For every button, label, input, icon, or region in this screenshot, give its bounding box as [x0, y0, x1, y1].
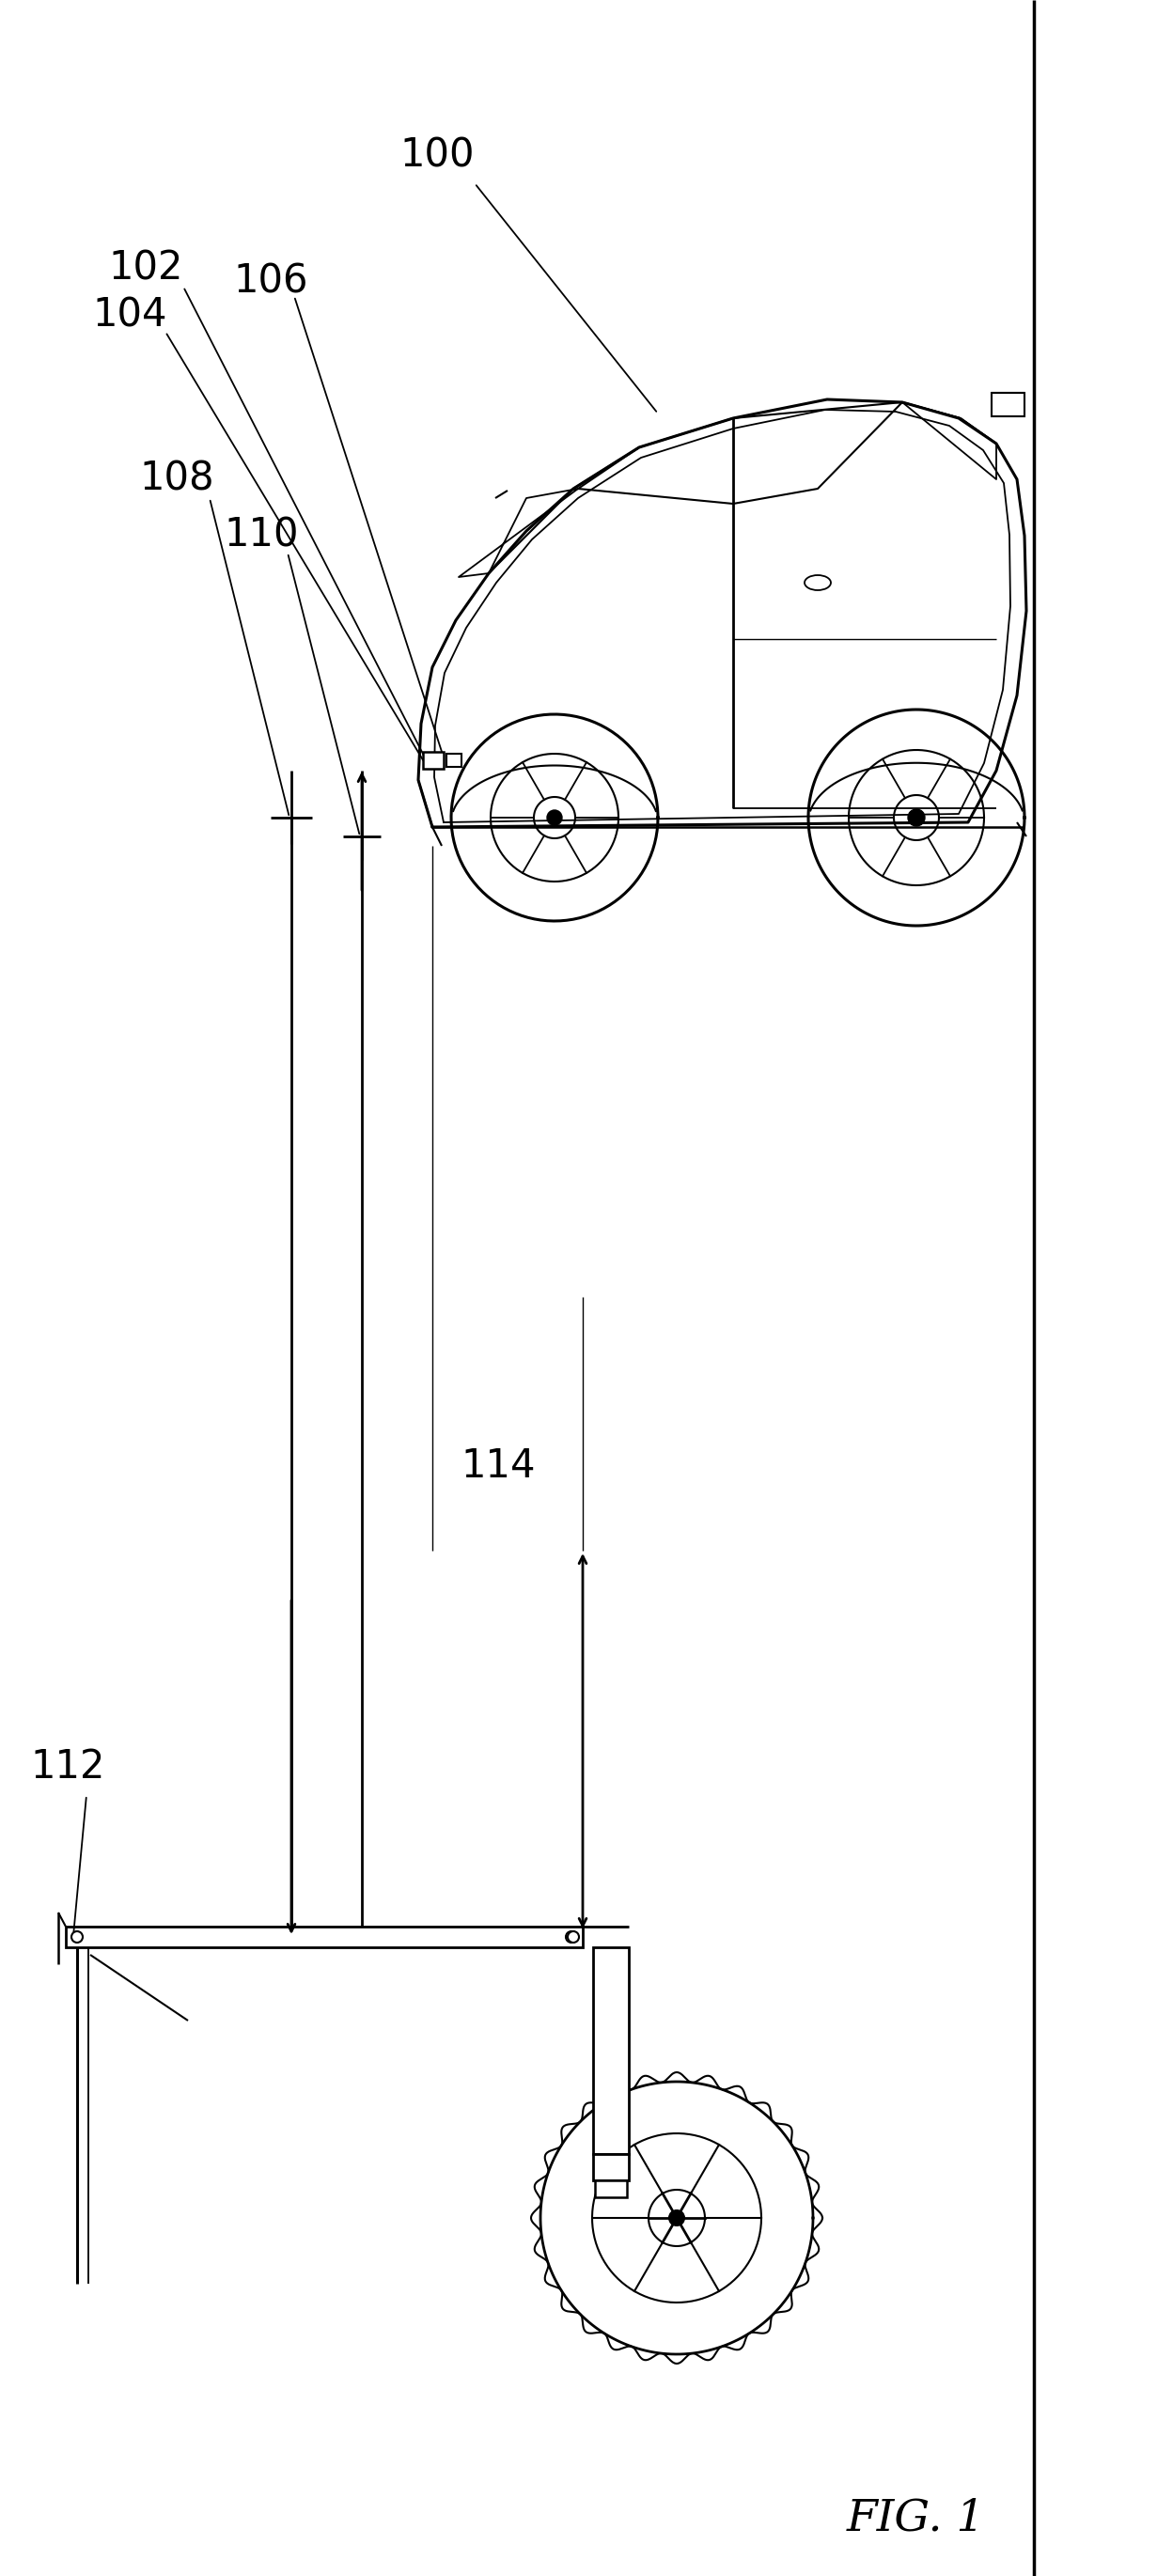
Circle shape — [669, 2210, 684, 2226]
Bar — [423, 752, 443, 768]
Bar — [594, 1947, 628, 2154]
Bar — [66, 1927, 583, 1947]
Circle shape — [908, 809, 924, 827]
Ellipse shape — [804, 574, 831, 590]
Bar — [595, 2179, 627, 2197]
Circle shape — [568, 1932, 578, 1942]
Text: 100: 100 — [399, 137, 474, 175]
Circle shape — [547, 809, 562, 824]
Bar — [594, 2154, 628, 2179]
Circle shape — [72, 1932, 82, 1942]
Bar — [992, 392, 1024, 417]
Text: 114: 114 — [460, 1445, 536, 1486]
Text: 104: 104 — [93, 296, 167, 335]
Text: FIG. 1: FIG. 1 — [847, 2496, 986, 2540]
Text: 108: 108 — [139, 459, 214, 500]
Text: 110: 110 — [224, 515, 299, 556]
Circle shape — [566, 1932, 577, 1942]
Bar — [447, 755, 462, 768]
Text: 102: 102 — [109, 247, 183, 289]
Text: 112: 112 — [30, 1747, 105, 1788]
Text: 106: 106 — [234, 263, 308, 301]
